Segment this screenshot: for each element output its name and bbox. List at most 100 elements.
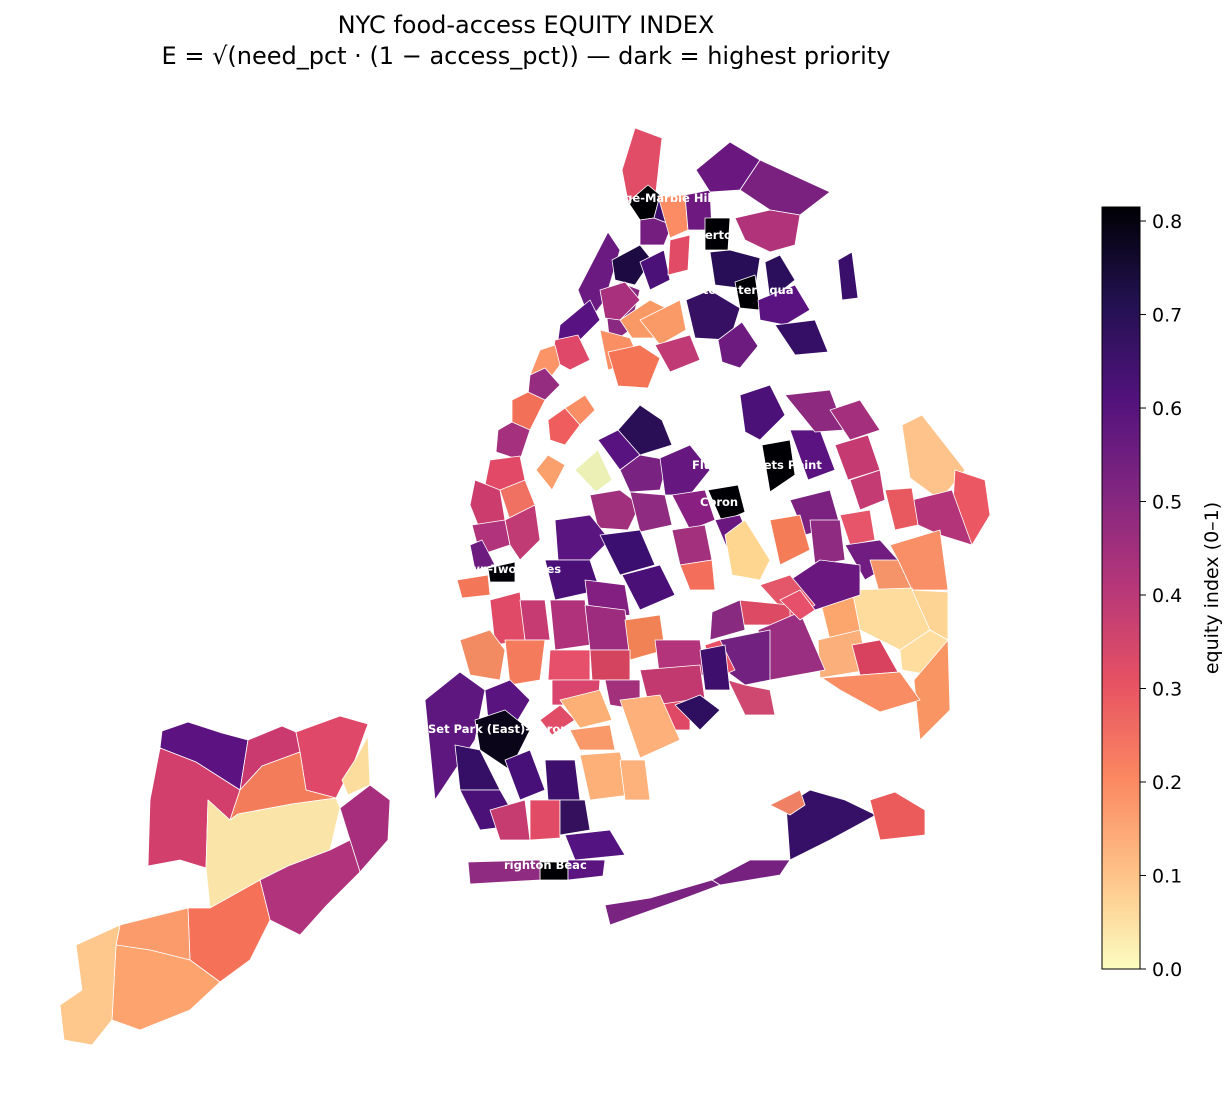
brooklyn — [424, 514, 736, 885]
district — [685, 289, 741, 341]
district — [341, 735, 371, 796]
colorbar-tick-label: 0.7 — [1152, 305, 1182, 327]
district — [467, 859, 541, 885]
district — [769, 514, 811, 566]
district — [699, 644, 731, 691]
colorbar: 0.0 0.1 0.2 0.3 0.4 0.5 0.6 0.7 0.8 equity index… — [1101, 206, 1223, 981]
district — [519, 599, 551, 641]
district — [837, 251, 859, 301]
district — [667, 234, 691, 276]
district — [679, 559, 716, 591]
neighborhood-labels: idge-Marble Hill erton Westchester Squa … — [428, 191, 822, 872]
district — [604, 879, 721, 926]
district — [589, 649, 631, 681]
district — [717, 321, 759, 369]
district — [111, 944, 221, 1031]
district — [674, 694, 721, 731]
district — [527, 367, 561, 401]
district — [671, 524, 713, 566]
district — [504, 639, 546, 686]
district — [629, 491, 673, 533]
district — [809, 519, 846, 566]
district — [424, 671, 486, 801]
colorbar-gradient — [1101, 206, 1141, 970]
district — [654, 334, 701, 373]
colorbar-label: equity index (0–1) — [1201, 502, 1223, 674]
district — [259, 839, 361, 936]
staten-island — [59, 715, 391, 1046]
district — [559, 689, 613, 729]
district — [639, 299, 687, 346]
district — [639, 249, 671, 291]
district — [821, 671, 921, 713]
district — [707, 484, 746, 523]
district — [569, 724, 616, 751]
district — [619, 694, 681, 759]
district — [589, 489, 641, 531]
district — [621, 564, 676, 611]
district — [564, 829, 626, 861]
queens — [589, 384, 991, 926]
colorbar-tick-label: 0.3 — [1152, 679, 1182, 701]
district — [889, 529, 949, 591]
district — [757, 284, 811, 326]
district — [535, 454, 566, 491]
district — [734, 209, 801, 253]
district — [584, 604, 631, 651]
district — [511, 391, 546, 431]
colorbar-tick-label: 0.0 — [1152, 959, 1182, 981]
district — [884, 487, 919, 531]
colorbar-tick-label: 0.1 — [1152, 866, 1182, 888]
district — [779, 589, 816, 621]
colorbar-tick-label: 0.4 — [1152, 585, 1182, 607]
label-flushing-willets-point: Flushi -Willets Point — [692, 458, 822, 472]
district — [469, 539, 496, 571]
colorbar-tick-label: 0.6 — [1152, 398, 1182, 420]
district — [769, 789, 806, 816]
district — [913, 639, 951, 741]
district — [849, 469, 886, 511]
district — [869, 791, 926, 841]
district — [484, 679, 531, 721]
colorbar-tick-label: 0.8 — [1152, 211, 1182, 233]
district — [724, 519, 771, 581]
district — [727, 679, 776, 716]
colorbar-tick-label: 0.5 — [1152, 492, 1182, 514]
bronx — [599, 127, 859, 389]
district — [544, 759, 581, 801]
district — [549, 599, 591, 651]
label-eastchester: erton — [705, 228, 740, 242]
label-chinatown-two-bridges: town-Two ridges — [456, 562, 561, 576]
district — [564, 394, 596, 426]
district — [559, 799, 591, 836]
district — [739, 159, 831, 216]
district — [829, 399, 881, 441]
label-westchester-square: Westchester Squa — [676, 283, 794, 297]
label-sunset-park-east: Set Park (East)-Borou — [428, 722, 568, 736]
district — [619, 759, 651, 801]
district — [599, 529, 656, 576]
district — [554, 514, 611, 561]
district — [557, 299, 601, 346]
label-brighton-beach: righton Beac — [504, 858, 587, 872]
district — [459, 629, 506, 681]
district — [567, 859, 606, 881]
district — [495, 421, 531, 461]
choropleth-map: idge-Marble Hill erton Westchester Squa … — [59, 127, 991, 1046]
colorbar-tick-label: 0.2 — [1152, 772, 1182, 794]
district — [607, 344, 661, 389]
label-kingsbridge-marble-hill: idge-Marble Hill — [612, 191, 715, 205]
title-line-2: E = √(need_pct · (1 − access_pct)) — dar… — [161, 42, 891, 70]
district — [59, 924, 121, 1046]
district — [487, 561, 516, 583]
district — [529, 799, 561, 841]
district — [739, 384, 786, 441]
title-line-1: NYC food-access EQUITY INDEX — [337, 11, 715, 39]
district — [764, 254, 796, 301]
district — [901, 414, 966, 501]
label-corona: Coron — [700, 495, 738, 509]
map-title: NYC food-access EQUITY INDEX E = √(need_… — [0, 10, 1052, 72]
district — [789, 429, 836, 481]
district — [709, 599, 746, 641]
colorbar-ticks: 0.0 0.1 0.2 0.3 0.4 0.5 0.6 0.7 0.8 — [1140, 211, 1182, 981]
